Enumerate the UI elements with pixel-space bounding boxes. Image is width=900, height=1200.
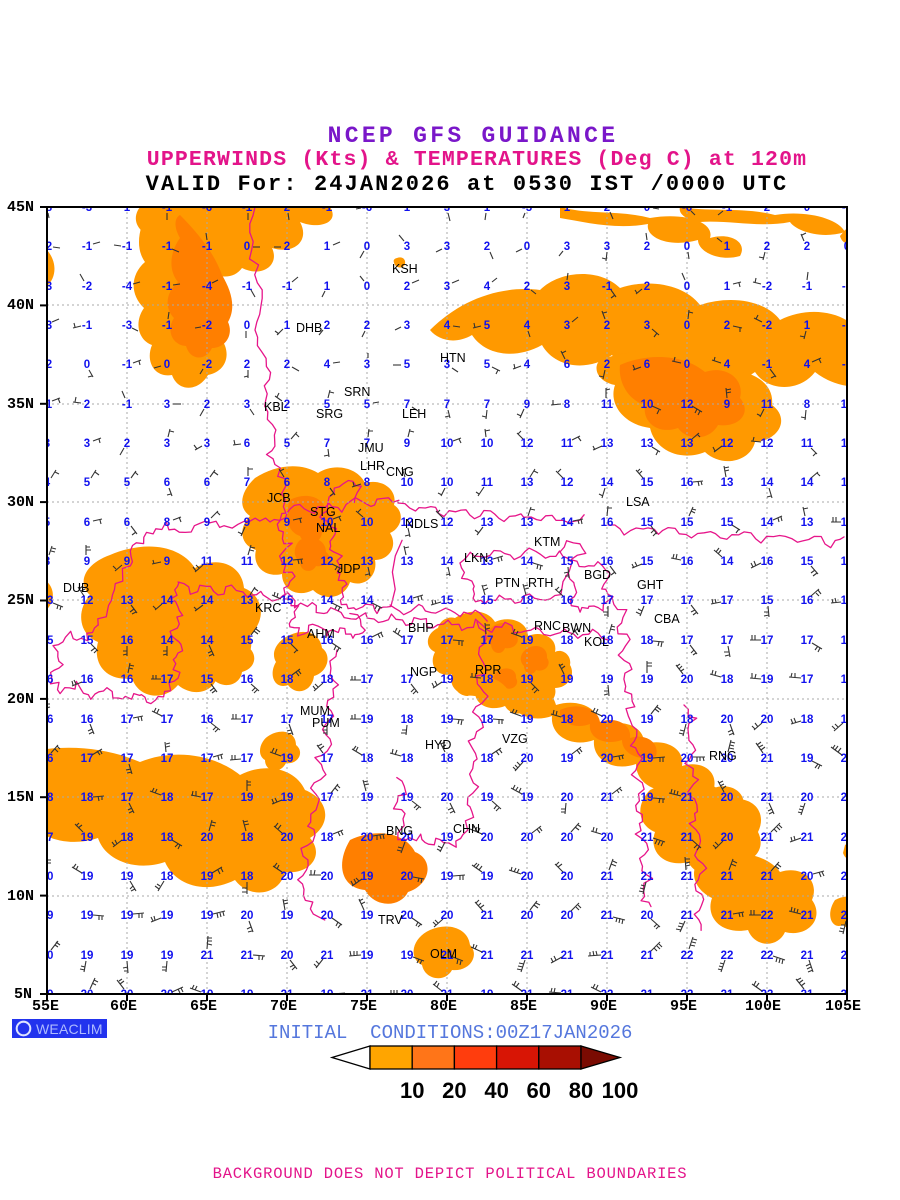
svg-text:20: 20 [442, 1078, 466, 1103]
svg-text:60: 60 [527, 1078, 551, 1103]
svg-text:80: 80 [569, 1078, 593, 1103]
svg-text:10: 10 [400, 1078, 424, 1103]
svg-text:40: 40 [484, 1078, 508, 1103]
svg-text:100: 100 [602, 1078, 639, 1103]
